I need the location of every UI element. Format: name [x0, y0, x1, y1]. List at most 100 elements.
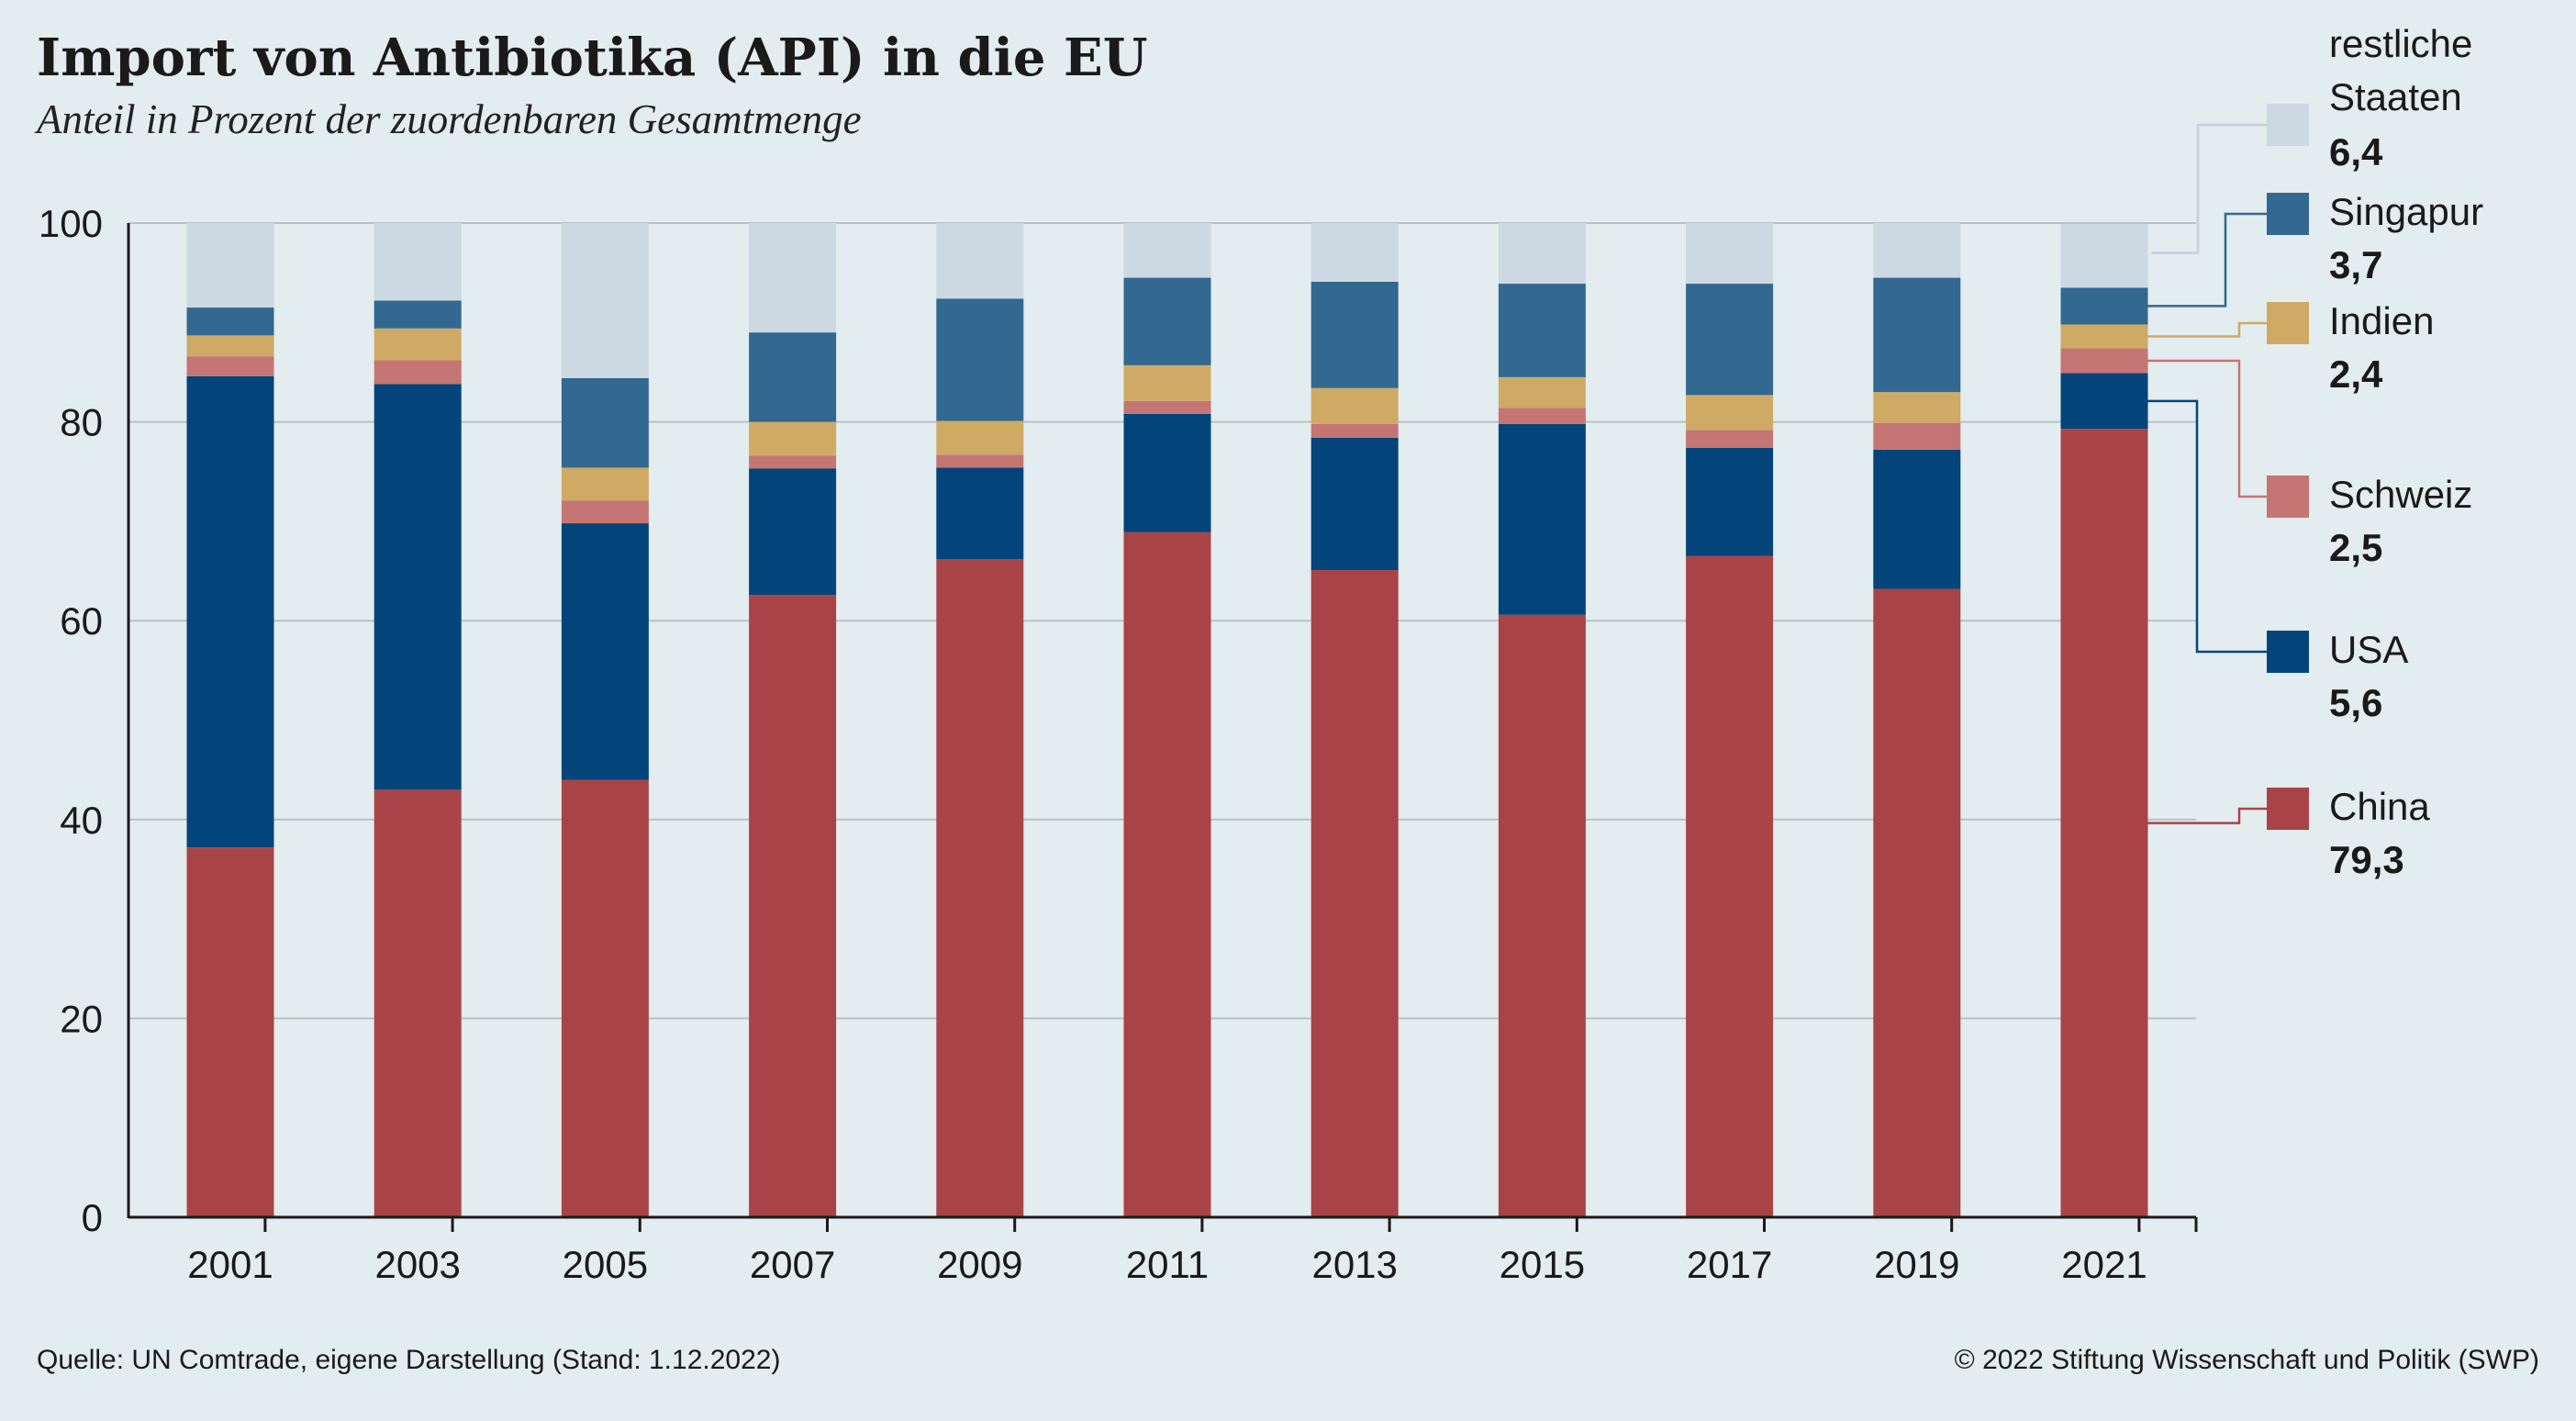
- bar-segment-usa: [2060, 373, 2148, 430]
- y-tick-label: 40: [60, 799, 103, 842]
- bar-segment-indien: [1686, 395, 1774, 431]
- bar-segment-usa: [936, 467, 1024, 560]
- bar-segment-singapur: [749, 332, 837, 422]
- legend-swatch-singapur: [2267, 193, 2309, 235]
- bar-segment-indien: [561, 467, 649, 501]
- bar-segment-indien: [1123, 364, 1211, 401]
- legend-connector: [2147, 807, 2267, 824]
- bar-segment-china: [1310, 569, 1399, 1217]
- bar-segment-usa: [1310, 437, 1399, 570]
- copyright-note: © 2022 Stiftung Wissenschaft und Politik…: [1954, 1345, 2539, 1375]
- legend-value-indien: 2,4: [2329, 352, 2383, 396]
- x-tick-label: 2013: [1311, 1243, 1397, 1286]
- bar-segment-singapur: [1873, 277, 1961, 393]
- legend-swatch-schweiz: [2267, 476, 2309, 518]
- bar-segment-singapur: [561, 377, 649, 468]
- y-tick-label: 60: [60, 599, 103, 643]
- bar-segment-restliche-staaten: [1123, 223, 1211, 278]
- bar-segment-usa: [1123, 413, 1211, 532]
- bar-segment-singapur: [1498, 284, 1586, 377]
- x-tick-label: 2015: [1500, 1243, 1585, 1286]
- x-tick-label: 2007: [750, 1243, 835, 1286]
- legend-value-china: 79,3: [2329, 838, 2404, 881]
- bar-segment-china: [936, 559, 1024, 1217]
- bar-segment-singapur: [2060, 287, 2148, 325]
- bar-segment-usa: [186, 375, 274, 848]
- bar-segment-restliche-staaten: [936, 223, 1024, 299]
- bar-segment-restliche-staaten: [1873, 223, 1961, 278]
- legend-value-schweiz: 2,5: [2329, 526, 2382, 569]
- bar-segment-schweiz: [1873, 422, 1961, 450]
- y-tick-label: 20: [60, 997, 103, 1040]
- bar-segment-china: [1123, 531, 1211, 1217]
- bar-segment-schweiz: [749, 455, 837, 469]
- bar-segment-china: [374, 789, 462, 1217]
- bar-segment-indien: [1310, 387, 1399, 424]
- legend-connector: [2151, 123, 2267, 254]
- bar-segment-usa: [749, 468, 837, 596]
- bar-segment-singapur: [1123, 277, 1211, 365]
- bar-segment-usa: [1498, 423, 1586, 615]
- bar-segment-indien: [186, 335, 274, 357]
- bar-segment-restliche-staaten: [374, 223, 462, 301]
- bar-segment-usa: [374, 384, 462, 790]
- legend-label-usa: USA: [2329, 628, 2408, 671]
- legend-swatch-restliche-staaten: [2267, 104, 2309, 146]
- bar-segment-schweiz: [1498, 408, 1586, 424]
- bar-segment-indien: [1873, 392, 1961, 423]
- y-tick-label: 0: [82, 1196, 103, 1239]
- axes: 0 20 40 60 80 100 2001 2003 2005 2007 2009 2011 2013…: [39, 202, 2198, 1286]
- bar-segment-restliche-staaten: [2060, 224, 2148, 288]
- bar-segment-schweiz: [2060, 348, 2148, 374]
- legend-swatch-indien: [2267, 302, 2309, 344]
- bar-segment-singapur: [186, 308, 274, 336]
- x-tick-label: 2017: [1687, 1243, 1772, 1286]
- bar-segment-singapur: [374, 300, 462, 329]
- x-tick-label: 2019: [1874, 1243, 1959, 1286]
- legend-label-restliche-staaten: Staaten: [2329, 75, 2462, 118]
- y-tick-label: 80: [60, 401, 103, 444]
- legend-label-china: China: [2329, 785, 2430, 828]
- x-tick-label: 2003: [374, 1243, 460, 1286]
- bar-segment-indien: [374, 328, 462, 361]
- bar-segment-restliche-staaten: [1686, 223, 1774, 285]
- legend-connector: [2147, 321, 2267, 338]
- x-tick-label: 2001: [187, 1243, 273, 1286]
- legend-label-restliche-staaten: restliche: [2329, 22, 2472, 65]
- bar-segment-restliche-staaten: [1310, 223, 1399, 282]
- bar-segment-restliche-staaten: [186, 223, 274, 308]
- legend-value-singapur: 3,7: [2329, 243, 2382, 286]
- bar-segment-china: [2060, 429, 2148, 1217]
- bar-segment-china: [1498, 614, 1586, 1217]
- x-tick-label: 2021: [2061, 1243, 2147, 1286]
- bars: [186, 223, 2148, 1217]
- bar-segment-indien: [2060, 324, 2148, 349]
- bar-segment-usa: [1873, 449, 1961, 589]
- bar-segment-usa: [1686, 447, 1774, 556]
- legend-label-singapur: Singapur: [2329, 190, 2483, 233]
- legend-connector: [2147, 399, 2267, 654]
- legend-swatch-usa: [2267, 631, 2309, 673]
- bar-segment-schweiz: [186, 356, 274, 376]
- bar-segment-schweiz: [561, 500, 649, 524]
- bar-segment-schweiz: [1123, 400, 1211, 414]
- legend-value-restliche-staaten: 6,4: [2329, 130, 2383, 173]
- bar-segment-singapur: [1310, 281, 1399, 388]
- source-note: Quelle: UN Comtrade, eigene Darstellung …: [37, 1345, 781, 1375]
- x-tick-label: 2005: [563, 1243, 648, 1286]
- bar-segment-indien: [749, 421, 837, 456]
- bar-segment-restliche-staaten: [1498, 223, 1586, 285]
- bar-segment-china: [749, 595, 837, 1217]
- legend-connector: [2147, 359, 2267, 498]
- legend-label-indien: Indien: [2329, 299, 2434, 342]
- legend-value-usa: 5,6: [2329, 681, 2382, 724]
- bar-segment-china: [1873, 588, 1961, 1217]
- bar-segment-indien: [936, 420, 1024, 455]
- bar-segment-china: [561, 779, 649, 1217]
- bar-segment-restliche-staaten: [749, 223, 837, 333]
- y-tick-label: 100: [39, 202, 103, 245]
- x-tick-label: 2011: [1126, 1243, 1209, 1286]
- bar-segment-restliche-staaten: [561, 223, 649, 378]
- bar-segment-schweiz: [374, 360, 462, 385]
